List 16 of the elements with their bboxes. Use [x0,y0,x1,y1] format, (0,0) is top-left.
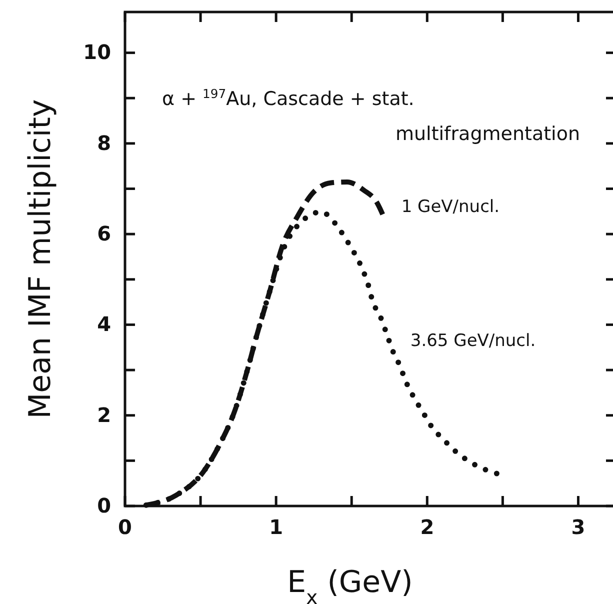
y-tick-label: 0 [97,493,111,518]
y-tick-label: 10 [83,40,111,64]
x-tick-label: 0 [118,515,132,540]
annotation: multifragmentation [396,123,580,145]
y-tick-label: 6 [97,221,111,246]
x-tick-label: 3 [571,515,586,540]
series-label: 1 GeV/nucl. [401,196,500,217]
y-axis-title: Mean IMF multiplicity [23,99,58,419]
y-tick-label: 2 [97,402,111,427]
x-tick-label: 2 [420,515,434,540]
annotation: α + $^{197}$Au, Cascade + stat. [162,87,414,110]
series-label: 3.65 GeV/nucl. [410,331,536,352]
x-tick-label: 1 [269,515,284,540]
y-tick-label: 4 [97,312,111,336]
y-tick-label: 8 [97,130,111,155]
x-axis-title: E$_{x}$ (GeV) [287,565,413,604]
